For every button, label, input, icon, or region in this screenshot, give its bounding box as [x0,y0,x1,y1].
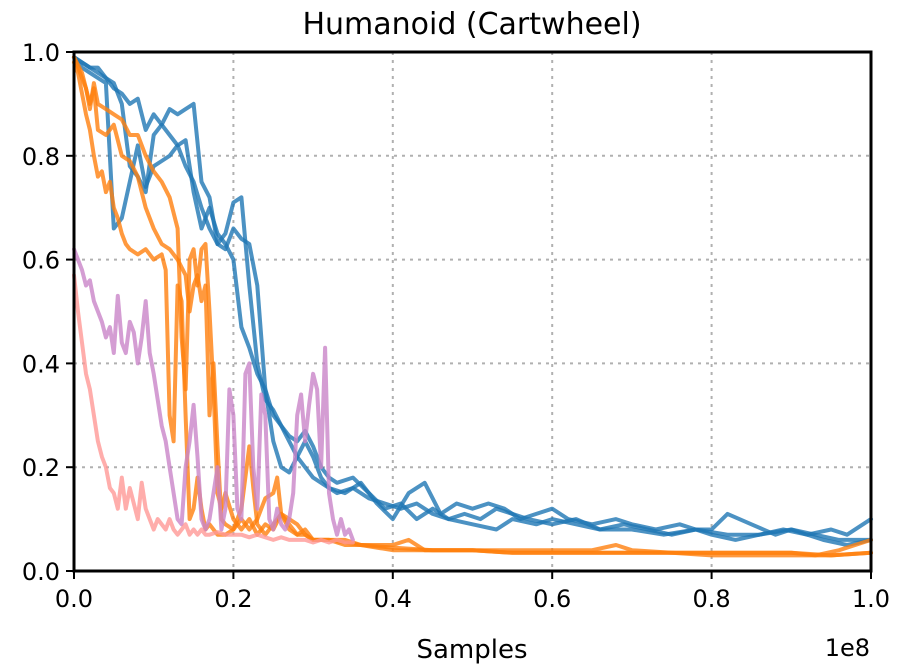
y-tick-label: 0.2 [22,454,60,482]
series-group [72,55,873,558]
series-line-7 [72,247,355,542]
y-tick-label: 0.4 [22,350,60,378]
x-tick-label: 0.4 [374,585,412,613]
series-line-8 [72,273,355,545]
x-tick-label: 0.8 [693,585,731,613]
y-tick-label: 0.6 [22,247,60,275]
x-tick-label: 0.6 [533,585,571,613]
series-line-2 [72,55,873,542]
x-tick-label: 0.0 [55,585,93,613]
x-axis-label: Samples [416,635,527,665]
grid [74,52,871,571]
ticks: 0.0 0.2 0.4 0.6 0.8 1.0 0.0 0.2 0.4 0.6 0.8 1.0 [22,39,890,613]
y-tick-label: 0.8 [22,143,60,171]
x-axis-scale-label: 1e8 [825,634,870,662]
x-tick-label: 1.0 [852,585,890,613]
y-tick-label: 1.0 [22,39,60,67]
y-tick-label: 0.0 [22,558,60,586]
chart-title: Humanoid (Cartwheel) [302,7,641,42]
x-tick-label: 0.2 [214,585,252,613]
series-line-4 [72,60,873,558]
series-line-6 [72,55,873,558]
plot-frame [72,50,873,573]
